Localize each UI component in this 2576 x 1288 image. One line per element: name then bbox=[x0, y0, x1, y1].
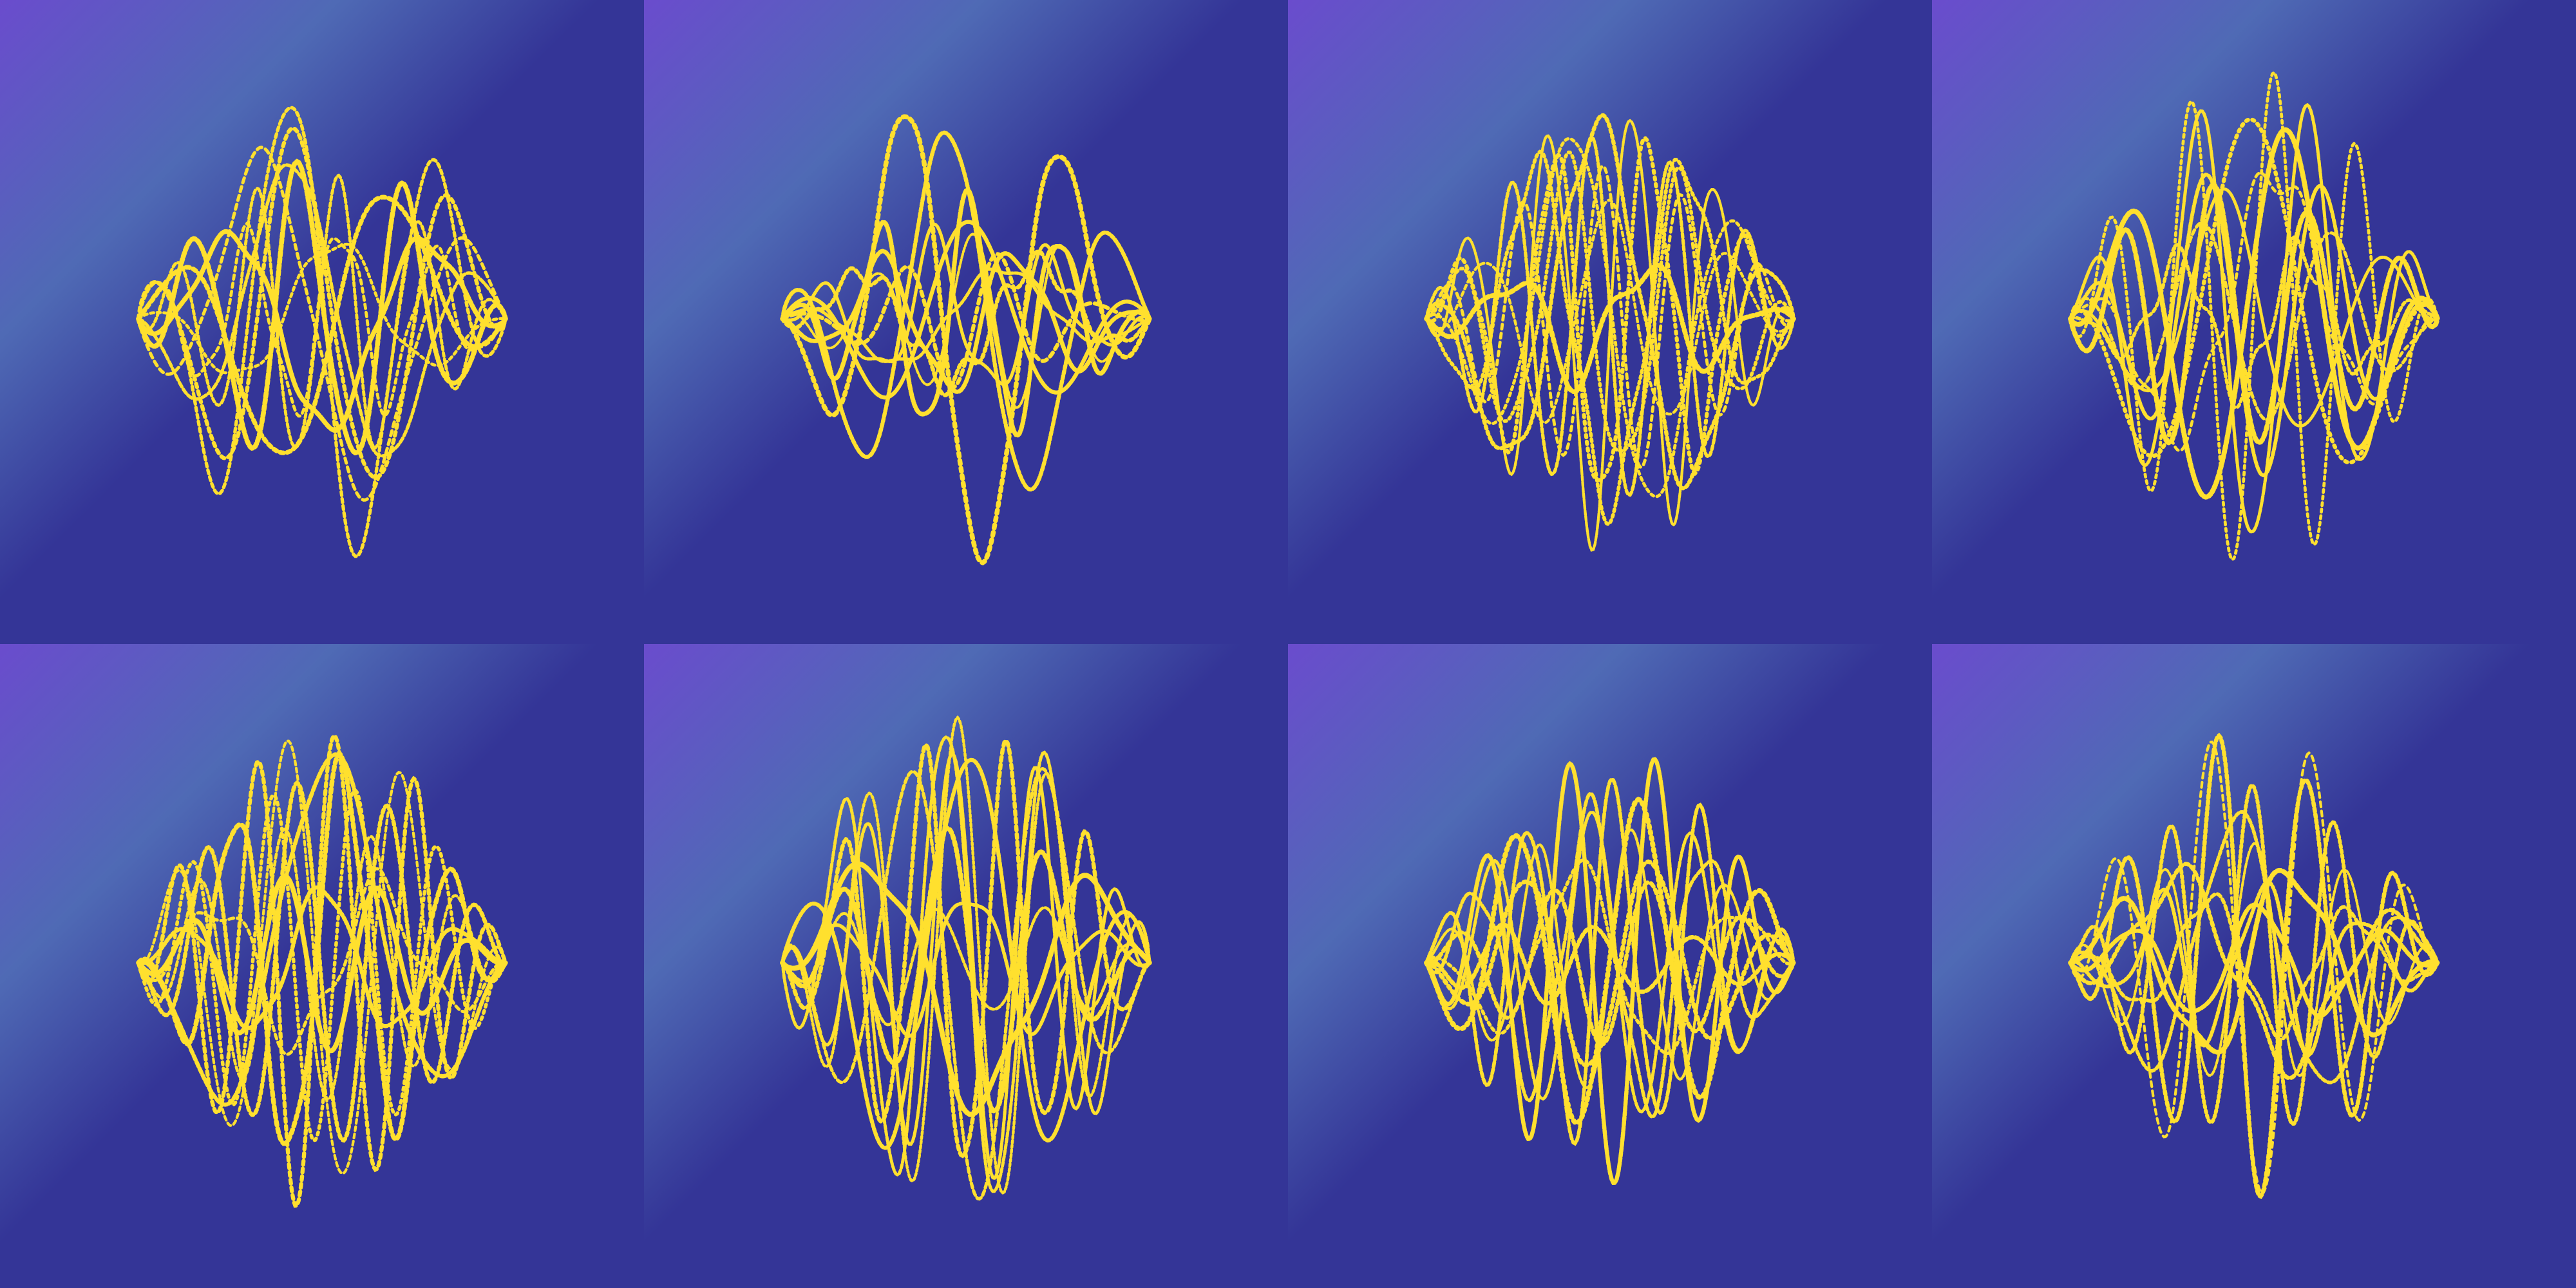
dotted-curve bbox=[780, 252, 1152, 390]
dotted-curve bbox=[780, 114, 1152, 565]
dotted-curve bbox=[1425, 164, 1795, 469]
dotted-curve bbox=[2069, 221, 2439, 422]
dotted-curve bbox=[2069, 810, 2439, 1084]
curve-art bbox=[644, 644, 1288, 1288]
curve-tile bbox=[0, 0, 644, 644]
dotted-curve bbox=[1425, 791, 1795, 1119]
dotted-curve bbox=[1425, 118, 1795, 552]
dotted-curve bbox=[137, 867, 507, 1056]
dotted-curve bbox=[2068, 127, 2440, 500]
curve-art bbox=[1932, 0, 2576, 644]
dotted-curve bbox=[136, 885, 508, 1030]
dotted-curve bbox=[136, 780, 508, 1143]
dotted-curve bbox=[2069, 173, 2439, 478]
dotted-curve bbox=[136, 229, 508, 433]
dotted-curve bbox=[1425, 149, 1795, 527]
curve-tile bbox=[1932, 644, 2576, 1288]
gradient-background bbox=[0, 0, 644, 644]
dotted-curve bbox=[2069, 892, 2439, 1042]
dotted-curve bbox=[2069, 70, 2439, 562]
dotted-curve bbox=[137, 163, 507, 458]
dotted-curve bbox=[2069, 842, 2439, 1077]
dotted-curve bbox=[2069, 880, 2439, 1057]
dotted-curve bbox=[780, 825, 1152, 1114]
dotted-curve bbox=[781, 752, 1151, 1181]
dotted-curve bbox=[2069, 741, 2439, 1195]
dotted-curve bbox=[136, 752, 508, 1107]
curve-art bbox=[644, 0, 1288, 644]
curve-art bbox=[1932, 644, 2576, 1288]
dotted-curve bbox=[781, 766, 1151, 1201]
curve-tile bbox=[1288, 644, 1932, 1288]
dotted-curve bbox=[1425, 776, 1795, 1146]
curve-tile bbox=[1288, 0, 1932, 644]
dotted-curve bbox=[1425, 137, 1795, 498]
gradient-background bbox=[644, 0, 1288, 644]
dotted-curve bbox=[1425, 150, 1795, 453]
dotted-curve bbox=[136, 158, 508, 456]
dotted-curve bbox=[136, 873, 508, 1054]
dotted-curve bbox=[780, 130, 1152, 492]
curve-tile bbox=[0, 644, 644, 1288]
curve-tile bbox=[644, 0, 1288, 644]
curve-art bbox=[0, 0, 644, 644]
dotted-curve bbox=[137, 242, 507, 375]
dotted-curve bbox=[137, 739, 507, 1175]
dotted-curve bbox=[137, 827, 507, 1101]
dotted-curve bbox=[1424, 757, 1796, 1186]
dotted-curve bbox=[1425, 198, 1795, 424]
curve-tile bbox=[644, 644, 1288, 1288]
dotted-curve bbox=[2068, 182, 2440, 446]
curve-tile bbox=[1932, 0, 2576, 644]
dotted-curve bbox=[2069, 171, 2439, 453]
curve-art bbox=[1288, 644, 1932, 1288]
curve-art bbox=[0, 644, 644, 1288]
gradient-background bbox=[1932, 644, 2576, 1288]
dotted-curve bbox=[780, 861, 1152, 1117]
curve-art bbox=[1288, 0, 1932, 644]
dotted-curve bbox=[2068, 862, 2440, 1081]
dotted-curve bbox=[1424, 859, 1796, 1068]
dotted-curve bbox=[2069, 782, 2439, 1126]
dotted-curve bbox=[1424, 113, 1796, 491]
dotted-curve bbox=[1424, 797, 1796, 1126]
